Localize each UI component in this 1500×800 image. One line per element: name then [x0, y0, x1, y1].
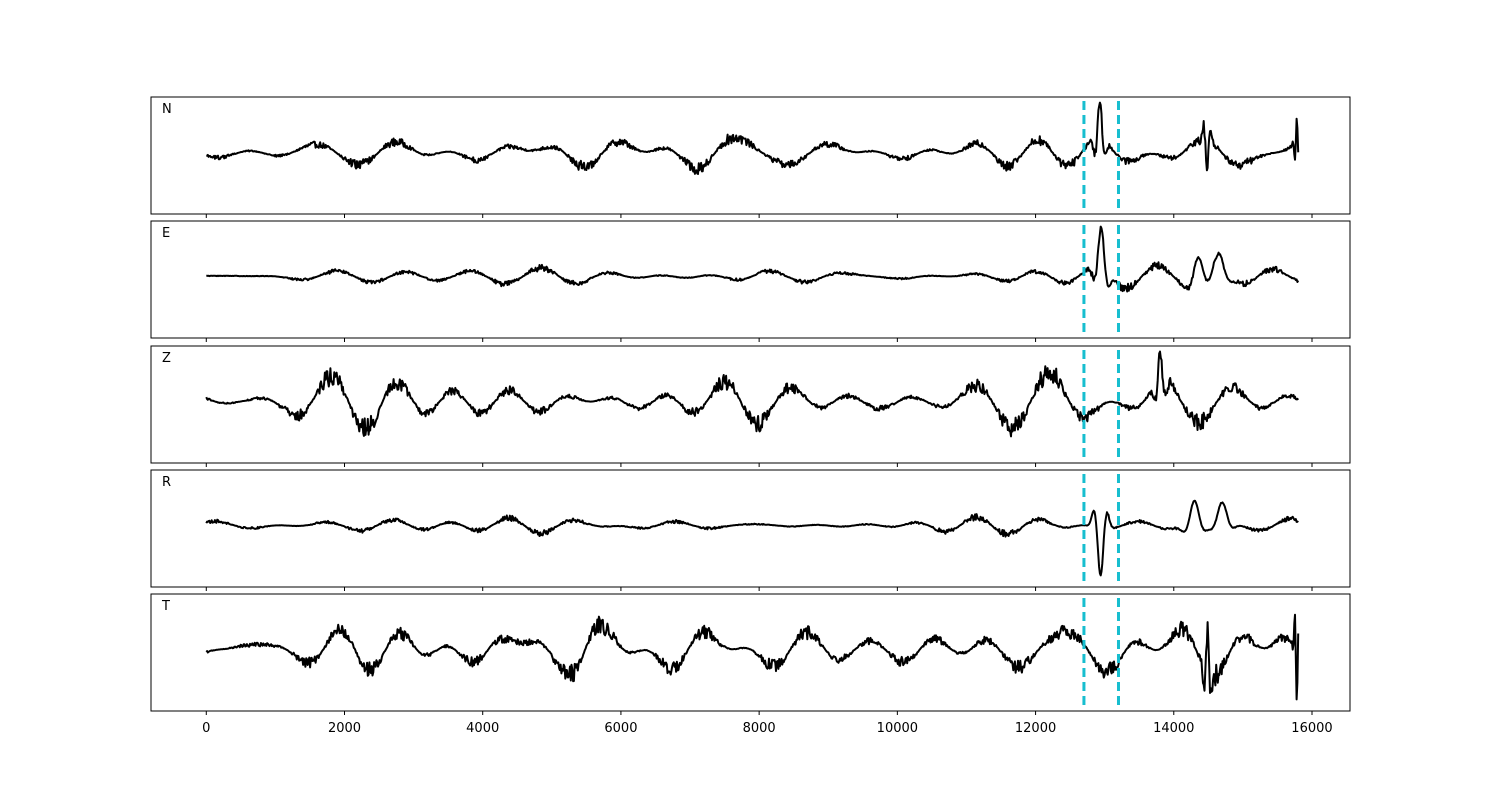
panel-frame	[150, 96, 1351, 215]
panel-label: E	[162, 226, 170, 241]
waveform-trace-e	[206, 225, 1300, 293]
panel-label: N	[162, 102, 172, 117]
x-tick-label: 0	[202, 721, 210, 736]
waveform-trace-r	[205, 499, 1299, 577]
panel-label: Z	[162, 351, 171, 366]
panel-frame	[150, 345, 1351, 464]
x-tick-label: 12000	[1015, 721, 1056, 736]
panels: N E Z R T	[150, 96, 1351, 715]
x-tick-label: 14000	[1153, 721, 1194, 736]
panel-label: T	[161, 599, 170, 614]
panel-z: Z	[150, 345, 1351, 467]
x-axis: 0 2000 4000 6000 8000 10000 12000 14000 16000	[202, 721, 1333, 736]
waveform-trace-n	[206, 101, 1300, 175]
panel-frame	[150, 593, 1351, 712]
panel-t: T	[150, 593, 1351, 715]
panel-r: R	[150, 469, 1351, 591]
x-tick-label: 4000	[466, 721, 499, 736]
x-tick-label: 10000	[877, 721, 918, 736]
panel-e: E	[150, 220, 1351, 342]
waveform-trace-z	[205, 350, 1300, 438]
panel-n: N	[150, 96, 1351, 218]
panel-label: R	[162, 475, 171, 490]
panel-frame	[150, 469, 1351, 588]
x-tick-label: 16000	[1291, 721, 1332, 736]
x-tick-label: 2000	[328, 721, 361, 736]
x-tick-label: 6000	[604, 721, 637, 736]
panel-frame	[150, 220, 1351, 339]
x-tick-label: 8000	[743, 721, 776, 736]
waveform-trace-t	[205, 613, 1300, 701]
